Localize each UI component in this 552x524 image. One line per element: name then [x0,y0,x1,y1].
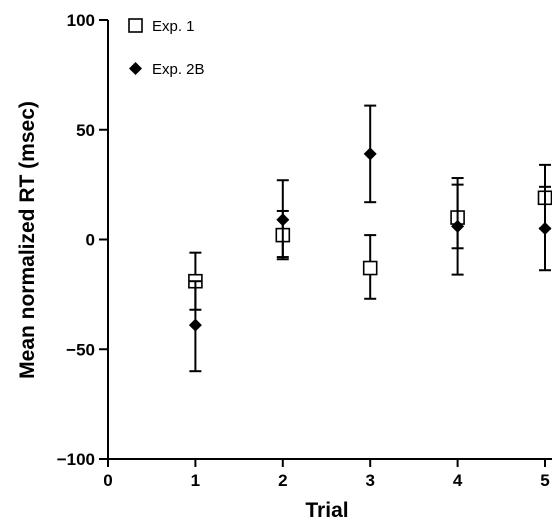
y-tick-label: −50 [66,340,95,359]
axes: −100 −50 0 50 100 0 1 2 3 4 5 [57,11,552,490]
x-tick-label: 1 [191,471,200,490]
legend-label-exp1: Exp. 1 [152,18,195,35]
y-tick-label: −100 [57,450,95,469]
legend-marker-exp2b [129,62,142,75]
x-axis-title: Trial [305,499,348,522]
x-tick-label: 0 [103,471,112,490]
y-axis-title: Mean normalized RT (msec) [16,101,39,379]
x-tick-label: 5 [540,471,549,490]
y-tick-label: 100 [67,11,95,30]
legend-label-exp2b: Exp. 2B [152,61,205,78]
series-exp2b [188,104,552,373]
series-layer [188,104,552,373]
y-tick-label: 0 [86,231,95,250]
data-point [363,147,377,161]
data-point [451,219,465,233]
data-point [276,213,290,227]
x-tick-label: 4 [453,471,463,490]
x-tick-label: 3 [365,471,374,490]
data-point [188,318,202,332]
y-tick-label: 50 [76,121,95,140]
y-ticks: −100 −50 0 50 100 [57,11,108,469]
x-ticks: 0 1 2 3 4 5 [103,459,550,490]
legend-marker-exp1 [128,18,143,33]
x-tick-label: 2 [278,471,287,490]
data-point [538,222,552,236]
legend: Exp. 1 Exp. 2B [128,18,205,78]
data-point [362,260,378,276]
